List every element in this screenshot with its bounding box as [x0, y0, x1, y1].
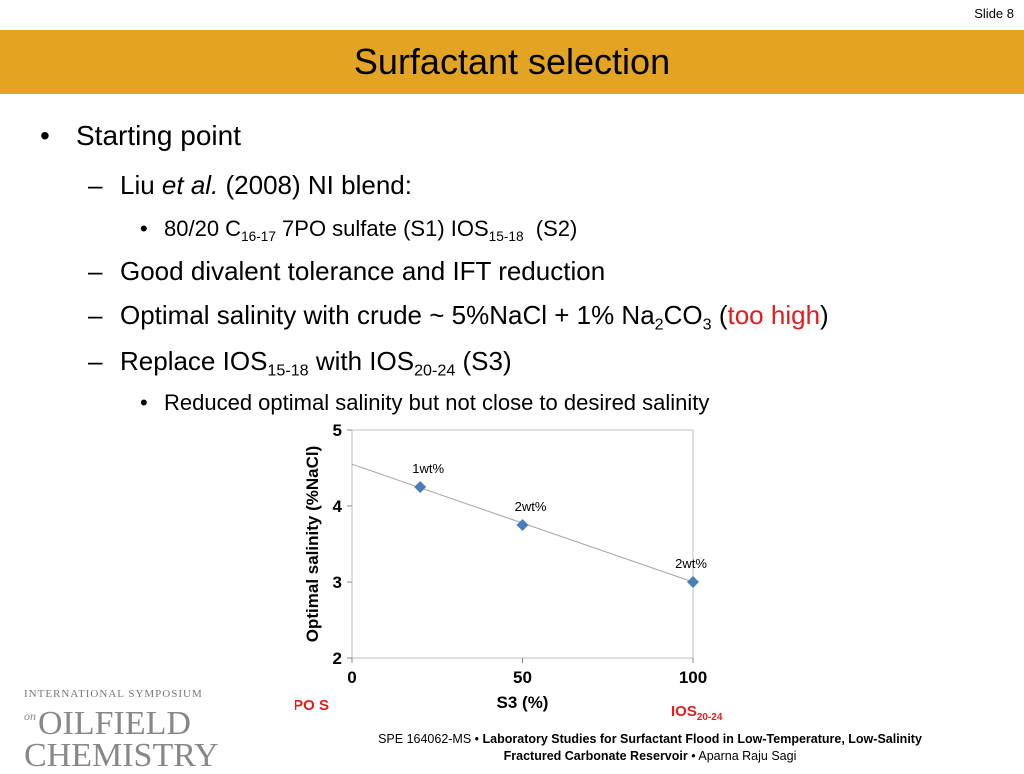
bullet-marker: – — [88, 346, 103, 376]
bullet-marker: – — [88, 256, 103, 286]
y-tick-label: 5 — [333, 421, 342, 440]
bullet-text: Reduced optimal salinity but not close t… — [164, 390, 710, 415]
data-point — [687, 576, 699, 588]
left-annotation: C16-18 7PO S — [295, 697, 329, 717]
data-point-label: 2wt% — [515, 499, 547, 514]
symposium-logo: INTERNATIONAL SYMPOSIUM onOILFIELD CHEMI… — [24, 688, 219, 774]
x-tick-label: 100 — [679, 668, 707, 687]
y-tick-label: 3 — [333, 573, 342, 592]
title-bar: Surfactant selection — [0, 30, 1024, 94]
slide-number: Slide 8 — [974, 6, 1014, 21]
x-tick-label: 50 — [513, 668, 532, 687]
right-annotation: IOS20-24 — [671, 703, 723, 723]
bullet-text: Optimal salinity with crude ~ 5%NaCl + 1… — [120, 300, 829, 334]
bullet-marker: • — [40, 120, 50, 151]
data-point-label: 2wt% — [675, 556, 707, 571]
y-axis-title: Optimal salinity (%NaCl) — [303, 446, 322, 642]
y-tick-label: 2 — [333, 649, 342, 668]
bullet-marker: – — [88, 170, 103, 200]
data-point — [516, 519, 529, 531]
bullet-text: 80/20 C16-17 7PO sulfate (S1) IOS15-18 (… — [164, 216, 578, 244]
x-tick-label: 0 — [347, 668, 356, 687]
bullet-marker: • — [140, 216, 148, 241]
data-point — [414, 481, 427, 493]
plot-area — [351, 429, 694, 659]
citation-italic: et al. — [161, 170, 219, 200]
footer-citation: SPE 164062-MS • Laboratory Studies for S… — [378, 732, 922, 763]
y-tick-label: 4 — [333, 497, 343, 516]
bullet-text: Good divalent tolerance and IFT reductio… — [120, 256, 606, 286]
too-high-highlight: too high — [727, 300, 821, 330]
data-point-label: 1wt% — [412, 461, 444, 476]
bullet-text: Replace IOS15-18 with IOS20-24 (S3) — [120, 346, 512, 380]
bullet-text: Starting point — [76, 120, 241, 151]
bullet-marker: • — [140, 390, 148, 415]
bullet-text: Liu et al. (2008) NI blend: — [120, 170, 412, 200]
x-axis-title: S3 (%) — [497, 693, 549, 712]
slide-title: Surfactant selection — [353, 41, 671, 82]
bullet-marker: – — [88, 300, 103, 330]
